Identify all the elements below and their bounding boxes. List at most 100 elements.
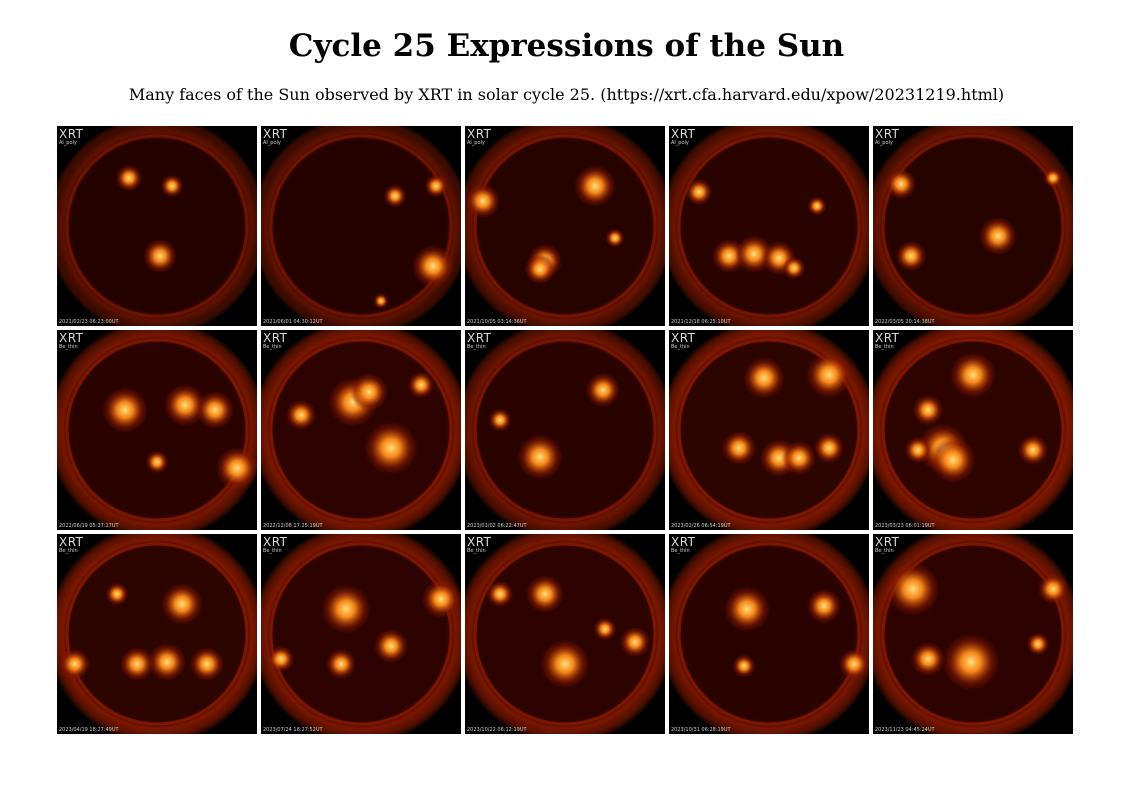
timestamp-label: 2023/11/23 04:45:24UT [875, 727, 935, 733]
active-region [574, 165, 616, 207]
timestamp-label: 2023/07/24 18:27:52UT [263, 727, 323, 733]
filter-label: Be_thin [263, 344, 282, 350]
active-region [164, 384, 206, 426]
active-region [465, 183, 501, 219]
active-region [912, 394, 944, 426]
sun-image-tile: XRT Be_thin 2023/04/19 18:27:49UT [57, 534, 257, 734]
active-region [486, 580, 514, 608]
active-region [383, 184, 407, 208]
sun-image-tile: XRT Be_thin 2023/10/31 06:28:19UT [669, 534, 869, 734]
sun-image-tile: XRT Al_poly 2021/12/18 06:25:10UT [669, 126, 869, 326]
active-region [885, 168, 917, 200]
active-region [950, 352, 996, 398]
active-region [422, 580, 460, 618]
filter-label: Be_thin [671, 548, 690, 554]
active-region [59, 648, 91, 680]
instrument-label: XRT [467, 331, 492, 345]
timestamp-label: 2023/03/23 06:01:19UT [875, 523, 935, 529]
sun-disk-image [261, 534, 461, 734]
instrument-label: XRT [59, 127, 84, 141]
instrument-label: XRT [263, 127, 288, 141]
active-region [142, 238, 178, 274]
filter-label: Al_poly [59, 140, 77, 146]
active-region [102, 387, 148, 433]
instrument-label: XRT [875, 331, 900, 345]
sun-image-tile: XRT Be_thin 2023/11/23 04:45:24UT [873, 534, 1073, 734]
filter-label: Be_thin [59, 548, 78, 554]
active-region [585, 372, 621, 408]
sun-disk-image [465, 126, 665, 326]
active-region [806, 588, 842, 624]
sun-disk-image [873, 330, 1073, 530]
filter-label: Be_thin [875, 344, 894, 350]
sun-image-tile: XRT Al_poly 2021/06/01 04:30:12UT [261, 126, 461, 326]
active-region [115, 164, 143, 192]
timestamp-label: 2021/12/18 06:25:10UT [671, 319, 731, 325]
active-region [540, 639, 590, 689]
active-region [724, 586, 770, 632]
sun-disk-image [261, 330, 461, 530]
timestamp-label: 2022/03/05 20:14:38UT [875, 319, 935, 325]
active-region [424, 174, 448, 198]
instrument-label: XRT [671, 535, 696, 549]
active-region [732, 654, 756, 678]
sun-disk-image [57, 534, 257, 734]
sun-disk-image [465, 330, 665, 530]
instrument-label: XRT [59, 331, 84, 345]
sun-disk-image [669, 126, 869, 326]
active-region [910, 641, 946, 677]
active-region [838, 648, 869, 680]
filter-label: Al_poly [467, 140, 485, 146]
active-region [942, 633, 1000, 691]
instrument-label: XRT [59, 535, 84, 549]
active-region [145, 450, 169, 474]
active-region [196, 391, 234, 429]
sun-disk-image [873, 126, 1073, 326]
active-region [161, 583, 203, 625]
active-region [364, 421, 418, 475]
active-region [267, 645, 295, 673]
sun-image-tile: XRT Be_thin 2022/06/19 05:37:17UT [57, 330, 257, 530]
instrument-label: XRT [875, 535, 900, 549]
timestamp-label: 2023/04/19 18:27:49UT [59, 727, 119, 733]
page-title: Cycle 25 Expressions of the Sun [288, 28, 845, 64]
filter-label: Al_poly [671, 140, 689, 146]
active-region [517, 434, 563, 480]
timestamp-label: 2023/02/26 06:54:19UT [671, 523, 731, 529]
instrument-label: XRT [467, 127, 492, 141]
active-region [524, 253, 556, 285]
active-region [285, 399, 317, 431]
sun-image-tile: XRT Be_thin 2023/03/23 06:01:19UT [873, 330, 1073, 530]
active-region [373, 628, 409, 664]
timestamp-label: 2023/10/31 06:28:19UT [671, 727, 731, 733]
active-region [807, 196, 827, 216]
active-region [904, 436, 932, 464]
active-region [806, 352, 852, 398]
timestamp-label: 2021/10/05 03:14:36UT [467, 319, 527, 325]
active-region [886, 562, 940, 616]
active-region [373, 293, 389, 309]
filter-label: Be_thin [59, 344, 78, 350]
active-region [148, 643, 186, 681]
sun-disk-image [465, 534, 665, 734]
timestamp-label: 2023/01/02 06:22:47UT [467, 523, 527, 529]
filter-label: Be_thin [671, 344, 690, 350]
instrument-label: XRT [263, 331, 288, 345]
timestamp-label: 2022/06/19 05:37:17UT [59, 523, 119, 529]
active-region [189, 646, 225, 682]
active-region [1017, 434, 1049, 466]
active-region [930, 437, 976, 483]
instrument-label: XRT [467, 535, 492, 549]
active-region [979, 217, 1017, 255]
timestamp-label: 2021/06/01 04:30:12UT [263, 319, 323, 325]
sun-disk-image [57, 126, 257, 326]
sun-disk-image [261, 126, 461, 326]
active-region [119, 646, 155, 682]
instrument-label: XRT [671, 127, 696, 141]
page-subtitle: Many faces of the Sun observed by XRT in… [128, 85, 1005, 104]
sun-image-tile: XRT Al_poly 2021/10/05 03:14:36UT [465, 126, 665, 326]
sun-image-tile: XRT Be_thin 2022/12/08 17:25:19UT [261, 330, 461, 530]
timestamp-label: 2021/02/23 06:23:00UT [59, 319, 119, 325]
filter-label: Be_thin [467, 344, 486, 350]
instrument-label: XRT [875, 127, 900, 141]
